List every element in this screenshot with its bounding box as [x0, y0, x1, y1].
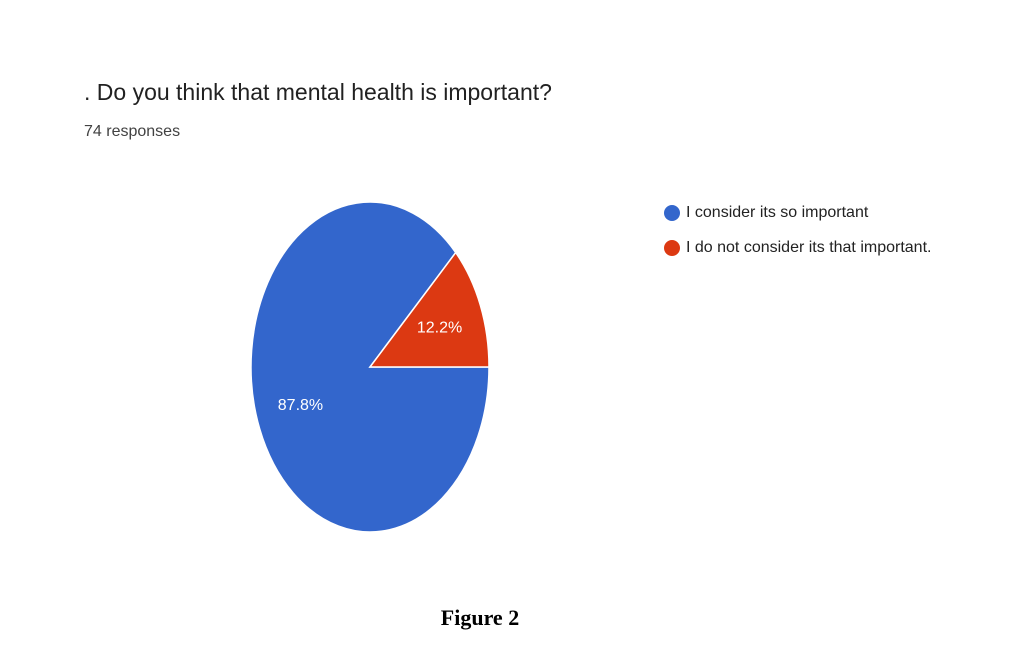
slice-label: 87.8% — [278, 397, 323, 414]
chart-title: . Do you think that mental health is imp… — [84, 79, 552, 105]
figure-caption: Figure 2 — [441, 605, 519, 630]
legend-marker — [664, 240, 680, 256]
chart-subtitle: 74 responses — [84, 123, 180, 140]
legend-label: I consider its so important — [686, 204, 869, 221]
slice-label: 12.2% — [417, 319, 462, 336]
legend-marker — [664, 205, 680, 221]
legend-label: I do not consider its that important. — [686, 239, 931, 256]
pie-slice — [368, 251, 490, 368]
